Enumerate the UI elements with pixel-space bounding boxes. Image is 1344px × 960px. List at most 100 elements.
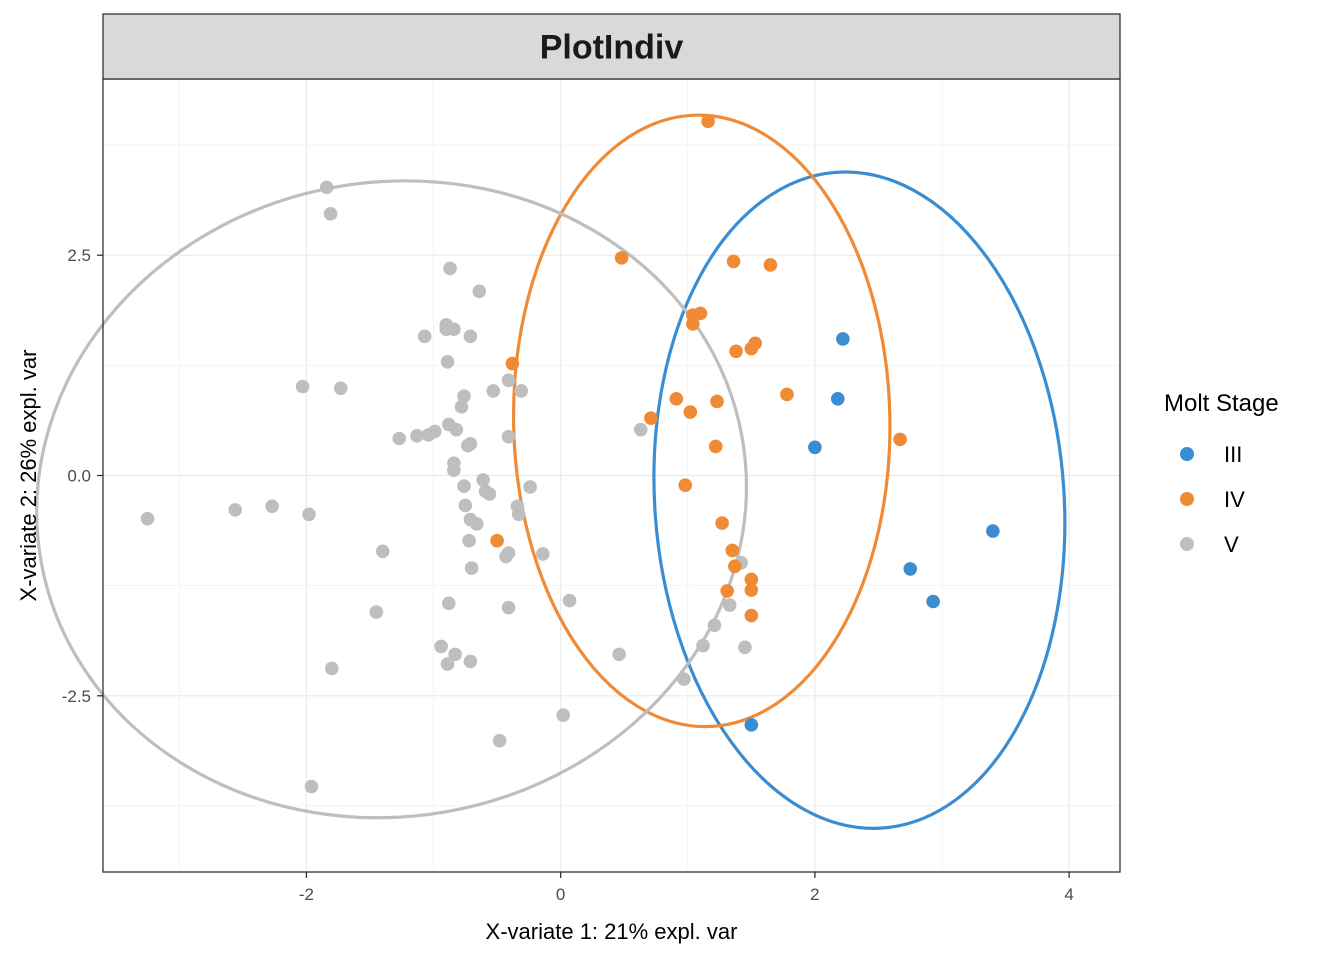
data-point-iv — [490, 533, 504, 548]
data-point-v — [677, 672, 691, 686]
data-point-v — [722, 598, 737, 612]
legend-key-v — [1180, 537, 1194, 551]
data-point-iv — [683, 405, 698, 419]
legend-label-iii: III — [1224, 442, 1242, 467]
data-point-v — [325, 661, 339, 676]
data-point-iv — [893, 432, 907, 447]
data-point-v — [454, 399, 469, 414]
y-axis-title: X-variate 2: 26% expl. var — [16, 350, 41, 602]
data-point-v — [612, 647, 626, 662]
data-point-v — [447, 322, 461, 337]
data-point-iv — [644, 411, 658, 426]
data-point-iv — [726, 254, 741, 269]
axis-ticks: -2 0 2 4 2.5 0.0 -2.5 — [62, 246, 1074, 904]
data-point-v — [323, 207, 338, 221]
data-point-v — [375, 544, 390, 559]
facet-strip — [102, 13, 1121, 80]
data-point-v — [417, 329, 432, 344]
x-axis-title: X-variate 1: 21% expl. var — [486, 919, 738, 944]
data-point-v — [501, 373, 516, 388]
data-point-v — [333, 381, 348, 396]
data-point-v — [463, 329, 478, 344]
data-point-iii — [986, 524, 1000, 538]
data-point-v — [461, 438, 475, 453]
data-points — [140, 114, 1000, 794]
data-point-v — [369, 605, 384, 619]
legend-label-iv: IV — [1224, 487, 1245, 512]
legend-label-v: V — [1224, 532, 1239, 557]
data-point-iv — [701, 114, 715, 129]
data-point-iv — [678, 478, 693, 492]
data-point-iii — [836, 332, 850, 346]
data-point-iv — [725, 543, 740, 558]
data-point-iv — [614, 251, 629, 265]
data-point-v — [501, 429, 516, 444]
data-point-iv — [715, 516, 729, 530]
data-point-v — [457, 389, 471, 404]
legend: Molt Stage III IV V — [1164, 390, 1279, 557]
data-point-v — [319, 180, 334, 195]
x-tick-label: 2 — [810, 885, 819, 904]
data-point-iii — [830, 392, 845, 406]
y-tick-label: -2.5 — [62, 687, 91, 706]
legend-key-iv — [1180, 492, 1194, 506]
data-point-v — [440, 355, 455, 369]
data-point-v — [228, 503, 243, 517]
data-point-iv — [669, 392, 684, 406]
data-point-v — [523, 480, 537, 494]
x-tick-label: 4 — [1064, 885, 1073, 904]
data-point-v — [536, 547, 550, 561]
data-point-v — [492, 733, 507, 748]
ellipse-iv — [511, 113, 892, 729]
data-point-iii — [903, 562, 918, 576]
data-point-v — [410, 429, 424, 443]
grid-major — [103, 79, 1120, 872]
data-point-v — [514, 384, 529, 398]
data-point-v — [448, 647, 462, 662]
data-point-iv — [720, 584, 734, 598]
data-point-v — [304, 779, 319, 794]
data-point-iv — [505, 356, 520, 371]
data-point-v — [140, 511, 155, 526]
data-point-iv — [729, 344, 743, 359]
data-point-v — [562, 593, 577, 608]
data-point-v — [472, 284, 487, 299]
data-point-v — [499, 549, 513, 564]
x-tick-label: 0 — [556, 885, 565, 904]
data-point-v — [441, 596, 456, 611]
data-point-iv — [744, 341, 759, 356]
data-point-iv — [744, 572, 759, 587]
data-point-v — [458, 498, 473, 513]
data-point-v — [449, 422, 464, 437]
ellipse-v — [35, 179, 749, 820]
data-point-iv — [728, 559, 742, 574]
data-point-v — [462, 533, 476, 548]
data-point-iii — [926, 594, 940, 609]
data-point-iv — [708, 439, 723, 454]
data-point-iv — [744, 608, 759, 623]
data-point-v — [463, 654, 478, 669]
data-point-v — [447, 463, 461, 478]
confidence-ellipses — [35, 113, 1067, 830]
data-point-v — [443, 261, 457, 276]
data-point-v — [501, 600, 516, 615]
data-point-v — [696, 638, 710, 653]
data-point-v — [482, 487, 497, 501]
data-point-v — [486, 384, 501, 398]
ellipse-iii — [652, 170, 1067, 830]
legend-title: Molt Stage — [1164, 390, 1279, 417]
data-point-v — [511, 507, 526, 522]
chart-title: PlotIndiv — [540, 29, 684, 67]
data-point-v — [633, 422, 648, 437]
x-tick-label: -2 — [299, 885, 314, 904]
data-point-v — [295, 379, 310, 394]
data-point-v — [440, 657, 455, 671]
data-point-v — [469, 517, 484, 531]
data-point-v — [302, 507, 316, 522]
data-point-iv — [710, 394, 724, 409]
data-point-iv — [686, 317, 700, 331]
y-tick-label: 0.0 — [67, 467, 91, 486]
data-point-iv — [780, 387, 794, 402]
